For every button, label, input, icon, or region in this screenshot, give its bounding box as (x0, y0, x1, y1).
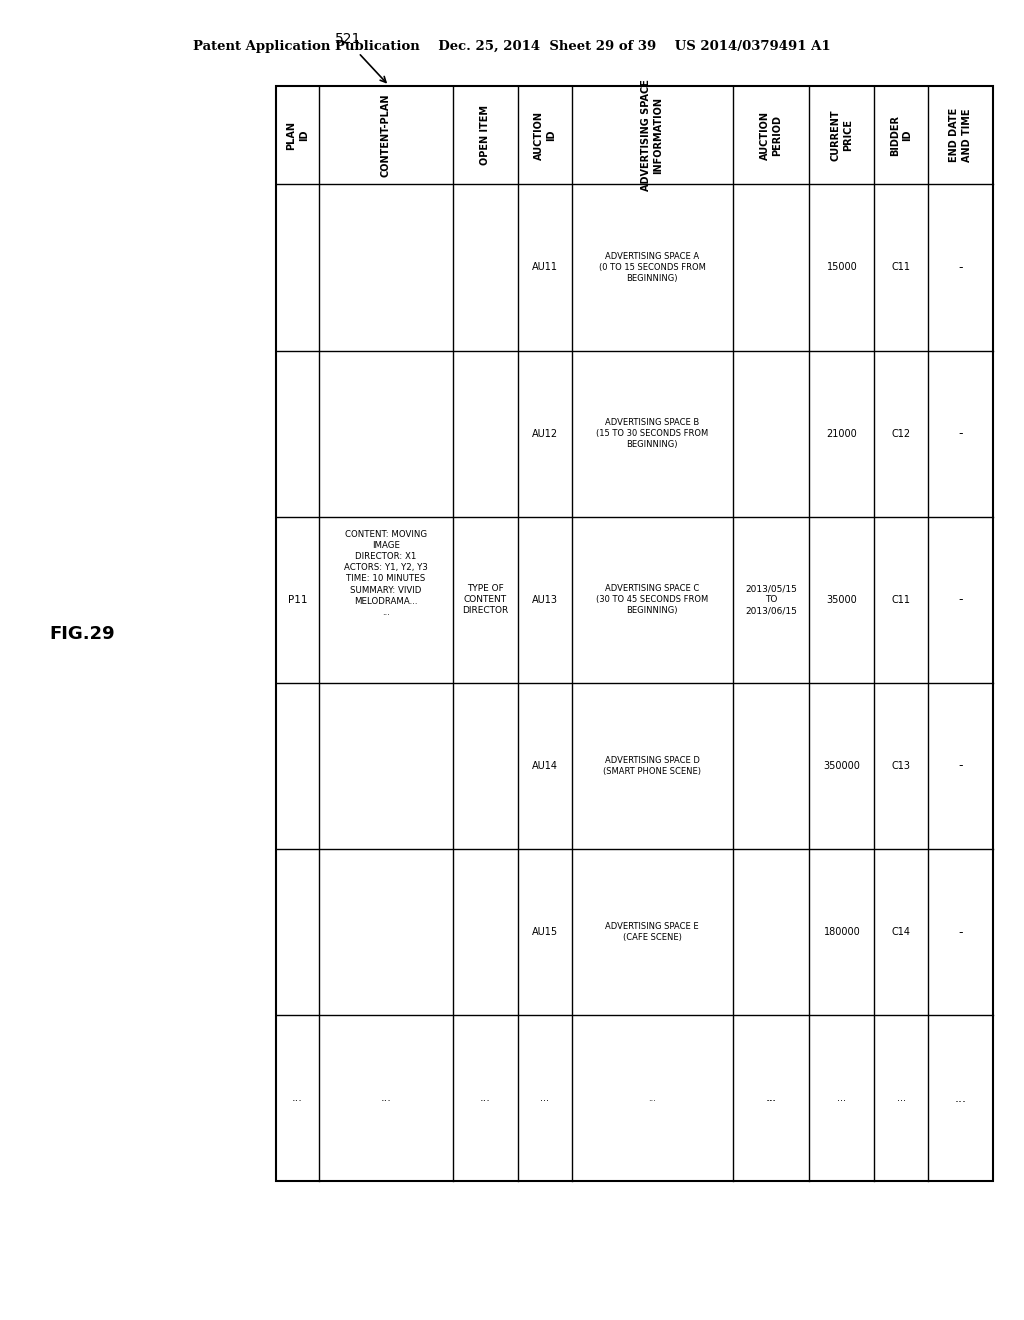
Polygon shape (276, 86, 993, 1181)
Text: ...: ... (648, 1094, 656, 1102)
Text: -: - (958, 759, 963, 772)
Text: ...: ... (766, 1093, 776, 1104)
Text: ...: ... (380, 1093, 391, 1104)
Text: PLAN
ID: PLAN ID (287, 120, 309, 149)
Text: 2013/05/15
TO
2013/06/15: 2013/05/15 TO 2013/06/15 (745, 585, 797, 615)
Text: AU15: AU15 (531, 927, 558, 937)
Text: -: - (958, 925, 963, 939)
Text: CONTENT-PLAN: CONTENT-PLAN (381, 94, 391, 177)
Text: ADVERTISING SPACE E
(CAFE SCENE): ADVERTISING SPACE E (CAFE SCENE) (605, 923, 699, 942)
Text: 350000: 350000 (823, 762, 860, 771)
Text: Patent Application Publication    Dec. 25, 2014  Sheet 29 of 39    US 2014/03794: Patent Application Publication Dec. 25, … (194, 40, 830, 53)
Text: ...: ... (897, 1093, 906, 1104)
Text: P11: P11 (288, 595, 307, 605)
Text: ADVERTISING SPACE D
(SMART PHONE SCENE): ADVERTISING SPACE D (SMART PHONE SCENE) (603, 756, 701, 776)
Text: ADVERTISING SPACE
INFORMATION: ADVERTISING SPACE INFORMATION (641, 79, 664, 191)
Text: 21000: 21000 (826, 429, 857, 438)
Text: C14: C14 (892, 927, 910, 937)
Text: CONTENT: MOVING
IMAGE
DIRECTOR: X1
ACTORS: Y1, Y2, Y3
TIME: 10 MINUTES
SUMMARY: : CONTENT: MOVING IMAGE DIRECTOR: X1 ACTOR… (344, 531, 428, 616)
Text: C13: C13 (892, 762, 910, 771)
Text: AU13: AU13 (531, 595, 558, 605)
Text: CURRENT
PRICE: CURRENT PRICE (830, 110, 853, 161)
Text: ...: ... (541, 1093, 549, 1104)
Text: AU12: AU12 (531, 429, 558, 438)
Text: OPEN ITEM: OPEN ITEM (480, 106, 490, 165)
Text: ...: ... (767, 1094, 775, 1102)
Text: 521: 521 (335, 32, 361, 46)
Text: 180000: 180000 (823, 927, 860, 937)
Text: ...: ... (292, 1093, 303, 1104)
Text: -: - (958, 261, 963, 275)
Text: AU14: AU14 (531, 762, 558, 771)
Text: TYPE OF
CONTENT
DIRECTOR: TYPE OF CONTENT DIRECTOR (462, 585, 509, 615)
Text: AU11: AU11 (531, 263, 558, 272)
Text: ADVERTISING SPACE C
(30 TO 45 SECONDS FROM
BEGINNING): ADVERTISING SPACE C (30 TO 45 SECONDS FR… (596, 585, 709, 615)
Text: -: - (958, 428, 963, 440)
Text: 35000: 35000 (826, 595, 857, 605)
Text: AUCTION
ID: AUCTION ID (534, 111, 556, 160)
Text: FIG.29: FIG.29 (49, 624, 115, 643)
Text: C12: C12 (892, 429, 910, 438)
Text: ...: ... (954, 1092, 967, 1105)
Text: C11: C11 (892, 595, 910, 605)
Text: ADVERTISING SPACE B
(15 TO 30 SECONDS FROM
BEGINNING): ADVERTISING SPACE B (15 TO 30 SECONDS FR… (596, 418, 709, 449)
Text: END DATE
AND TIME: END DATE AND TIME (949, 108, 972, 162)
Text: ...: ... (480, 1093, 490, 1104)
Text: ADVERTISING SPACE A
(0 TO 15 SECONDS FROM
BEGINNING): ADVERTISING SPACE A (0 TO 15 SECONDS FRO… (599, 252, 706, 282)
Text: 15000: 15000 (826, 263, 857, 272)
Text: AUCTION
PERIOD: AUCTION PERIOD (760, 111, 782, 160)
Text: ...: ... (838, 1093, 847, 1104)
Text: C11: C11 (892, 263, 910, 272)
Text: BIDDER
ID: BIDDER ID (890, 115, 912, 156)
Text: -: - (958, 593, 963, 606)
